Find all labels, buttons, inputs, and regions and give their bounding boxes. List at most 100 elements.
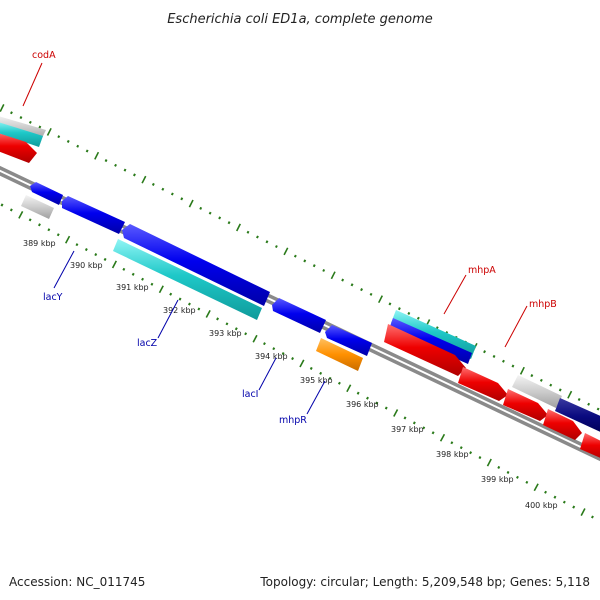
minor-tick [412, 421, 416, 425]
minor-tick [587, 402, 591, 406]
inner-tick-ring [0, 203, 594, 519]
major-tick [252, 334, 258, 343]
accession-text: Accession: NC_011745 [9, 575, 145, 589]
feature-blue-lacZ-arrow [122, 224, 270, 306]
kbp-labels: 389 kbp 390 kbp 391 kbp 392 kbp 393 kbp … [23, 239, 558, 510]
kbp-label-393: 393 kbp [209, 329, 242, 338]
minor-tick [197, 307, 201, 311]
major-tick [94, 151, 100, 160]
minor-tick [553, 495, 557, 499]
forward-features [0, 116, 600, 458]
feature-red-mhpB-1 [384, 324, 466, 376]
minor-tick [511, 364, 515, 368]
minor-tick [28, 218, 32, 222]
minor-tick [272, 347, 276, 351]
minor-tick [161, 187, 165, 191]
minor-tick [303, 259, 307, 263]
minor-tick [403, 416, 407, 420]
minor-tick [360, 288, 363, 292]
minor-tick [151, 182, 155, 186]
minor-tick [256, 235, 259, 239]
minor-tick [199, 206, 203, 210]
minor-tick [188, 302, 191, 306]
kbp-label-394: 394 kbp [255, 352, 288, 361]
minor-tick [562, 500, 566, 504]
kbp-label-399: 399 kbp [481, 475, 514, 484]
feature-red-mhpB-3 [503, 389, 548, 421]
minor-tick [366, 396, 369, 400]
minor-tick [431, 431, 435, 435]
major-tick [567, 390, 573, 399]
minor-tick [218, 216, 222, 220]
reverse-features [21, 182, 372, 371]
leader-line-lacY [53, 250, 75, 289]
kbp-label-392: 392 kbp [163, 306, 196, 315]
minor-tick [341, 278, 345, 282]
minor-tick [328, 376, 332, 380]
minor-tick [244, 332, 248, 336]
major-tick [299, 359, 305, 368]
minor-tick [47, 228, 51, 232]
kbp-label-389: 389 kbp [23, 239, 56, 248]
minor-tick [450, 441, 454, 445]
minor-tick [56, 233, 60, 237]
minor-tick [422, 426, 426, 430]
minor-tick [375, 401, 379, 405]
leader-line-lacI [258, 357, 277, 391]
feature-blue-mhpA [389, 318, 472, 364]
major-tick [18, 211, 24, 219]
kbp-label-395: 395 kbp [300, 376, 333, 385]
feature-red-left [0, 133, 37, 163]
minor-tick [66, 139, 70, 143]
minor-tick [131, 272, 135, 276]
gene-labels: codA lacY lacZ lacI mhpR mhpA mhpB [22, 50, 557, 426]
minor-tick [596, 407, 600, 411]
minor-tick [416, 316, 420, 320]
minor-tick [133, 173, 136, 177]
feature-gray-right [512, 375, 562, 408]
minor-tick [10, 111, 13, 115]
minor-tick [234, 327, 238, 331]
major-tick [111, 260, 118, 269]
minor-tick [122, 267, 126, 271]
kbp-label-390: 390 kbp [70, 261, 103, 270]
minor-tick [407, 311, 411, 315]
leader-line-codA [22, 62, 43, 107]
minor-tick [369, 292, 373, 296]
genome-summary-text: Topology: circular; Length: 5,209,548 bp… [259, 575, 590, 589]
minor-tick [180, 197, 184, 201]
major-tick [46, 127, 52, 136]
feature-orange-mhpR [316, 338, 363, 371]
minor-tick [38, 125, 42, 129]
minor-tick [483, 350, 486, 354]
outer-tick-ring [0, 104, 600, 411]
gene-label-mhpA: mhpA [468, 265, 496, 276]
minor-tick [356, 391, 360, 395]
major-tick [486, 458, 492, 467]
minor-tick [38, 223, 41, 227]
gene-label-lacI: lacI [242, 389, 259, 400]
feature-gray-small-left [21, 195, 54, 219]
major-tick [393, 409, 399, 417]
leader-line-lacZ [157, 299, 179, 339]
kbp-label-398: 398 kbp [436, 450, 469, 459]
minor-tick [0, 203, 4, 207]
major-tick [377, 295, 384, 304]
minor-tick [265, 240, 269, 244]
leader-line-mhpB [504, 305, 528, 348]
feature-cyan-lacZ [113, 239, 262, 320]
gene-label-codA: codA [32, 50, 56, 61]
minor-tick [85, 149, 89, 153]
minor-tick [497, 465, 501, 469]
minor-tick [544, 490, 547, 494]
kbp-label-396: 396 kbp [346, 400, 379, 409]
minor-tick [350, 283, 354, 287]
feature-blue-lacI [272, 298, 326, 333]
minor-tick [293, 254, 297, 258]
minor-tick [397, 307, 401, 311]
minor-tick [57, 135, 61, 139]
minor-tick [577, 397, 581, 402]
minor-tick [309, 366, 313, 370]
major-tick [283, 247, 289, 256]
